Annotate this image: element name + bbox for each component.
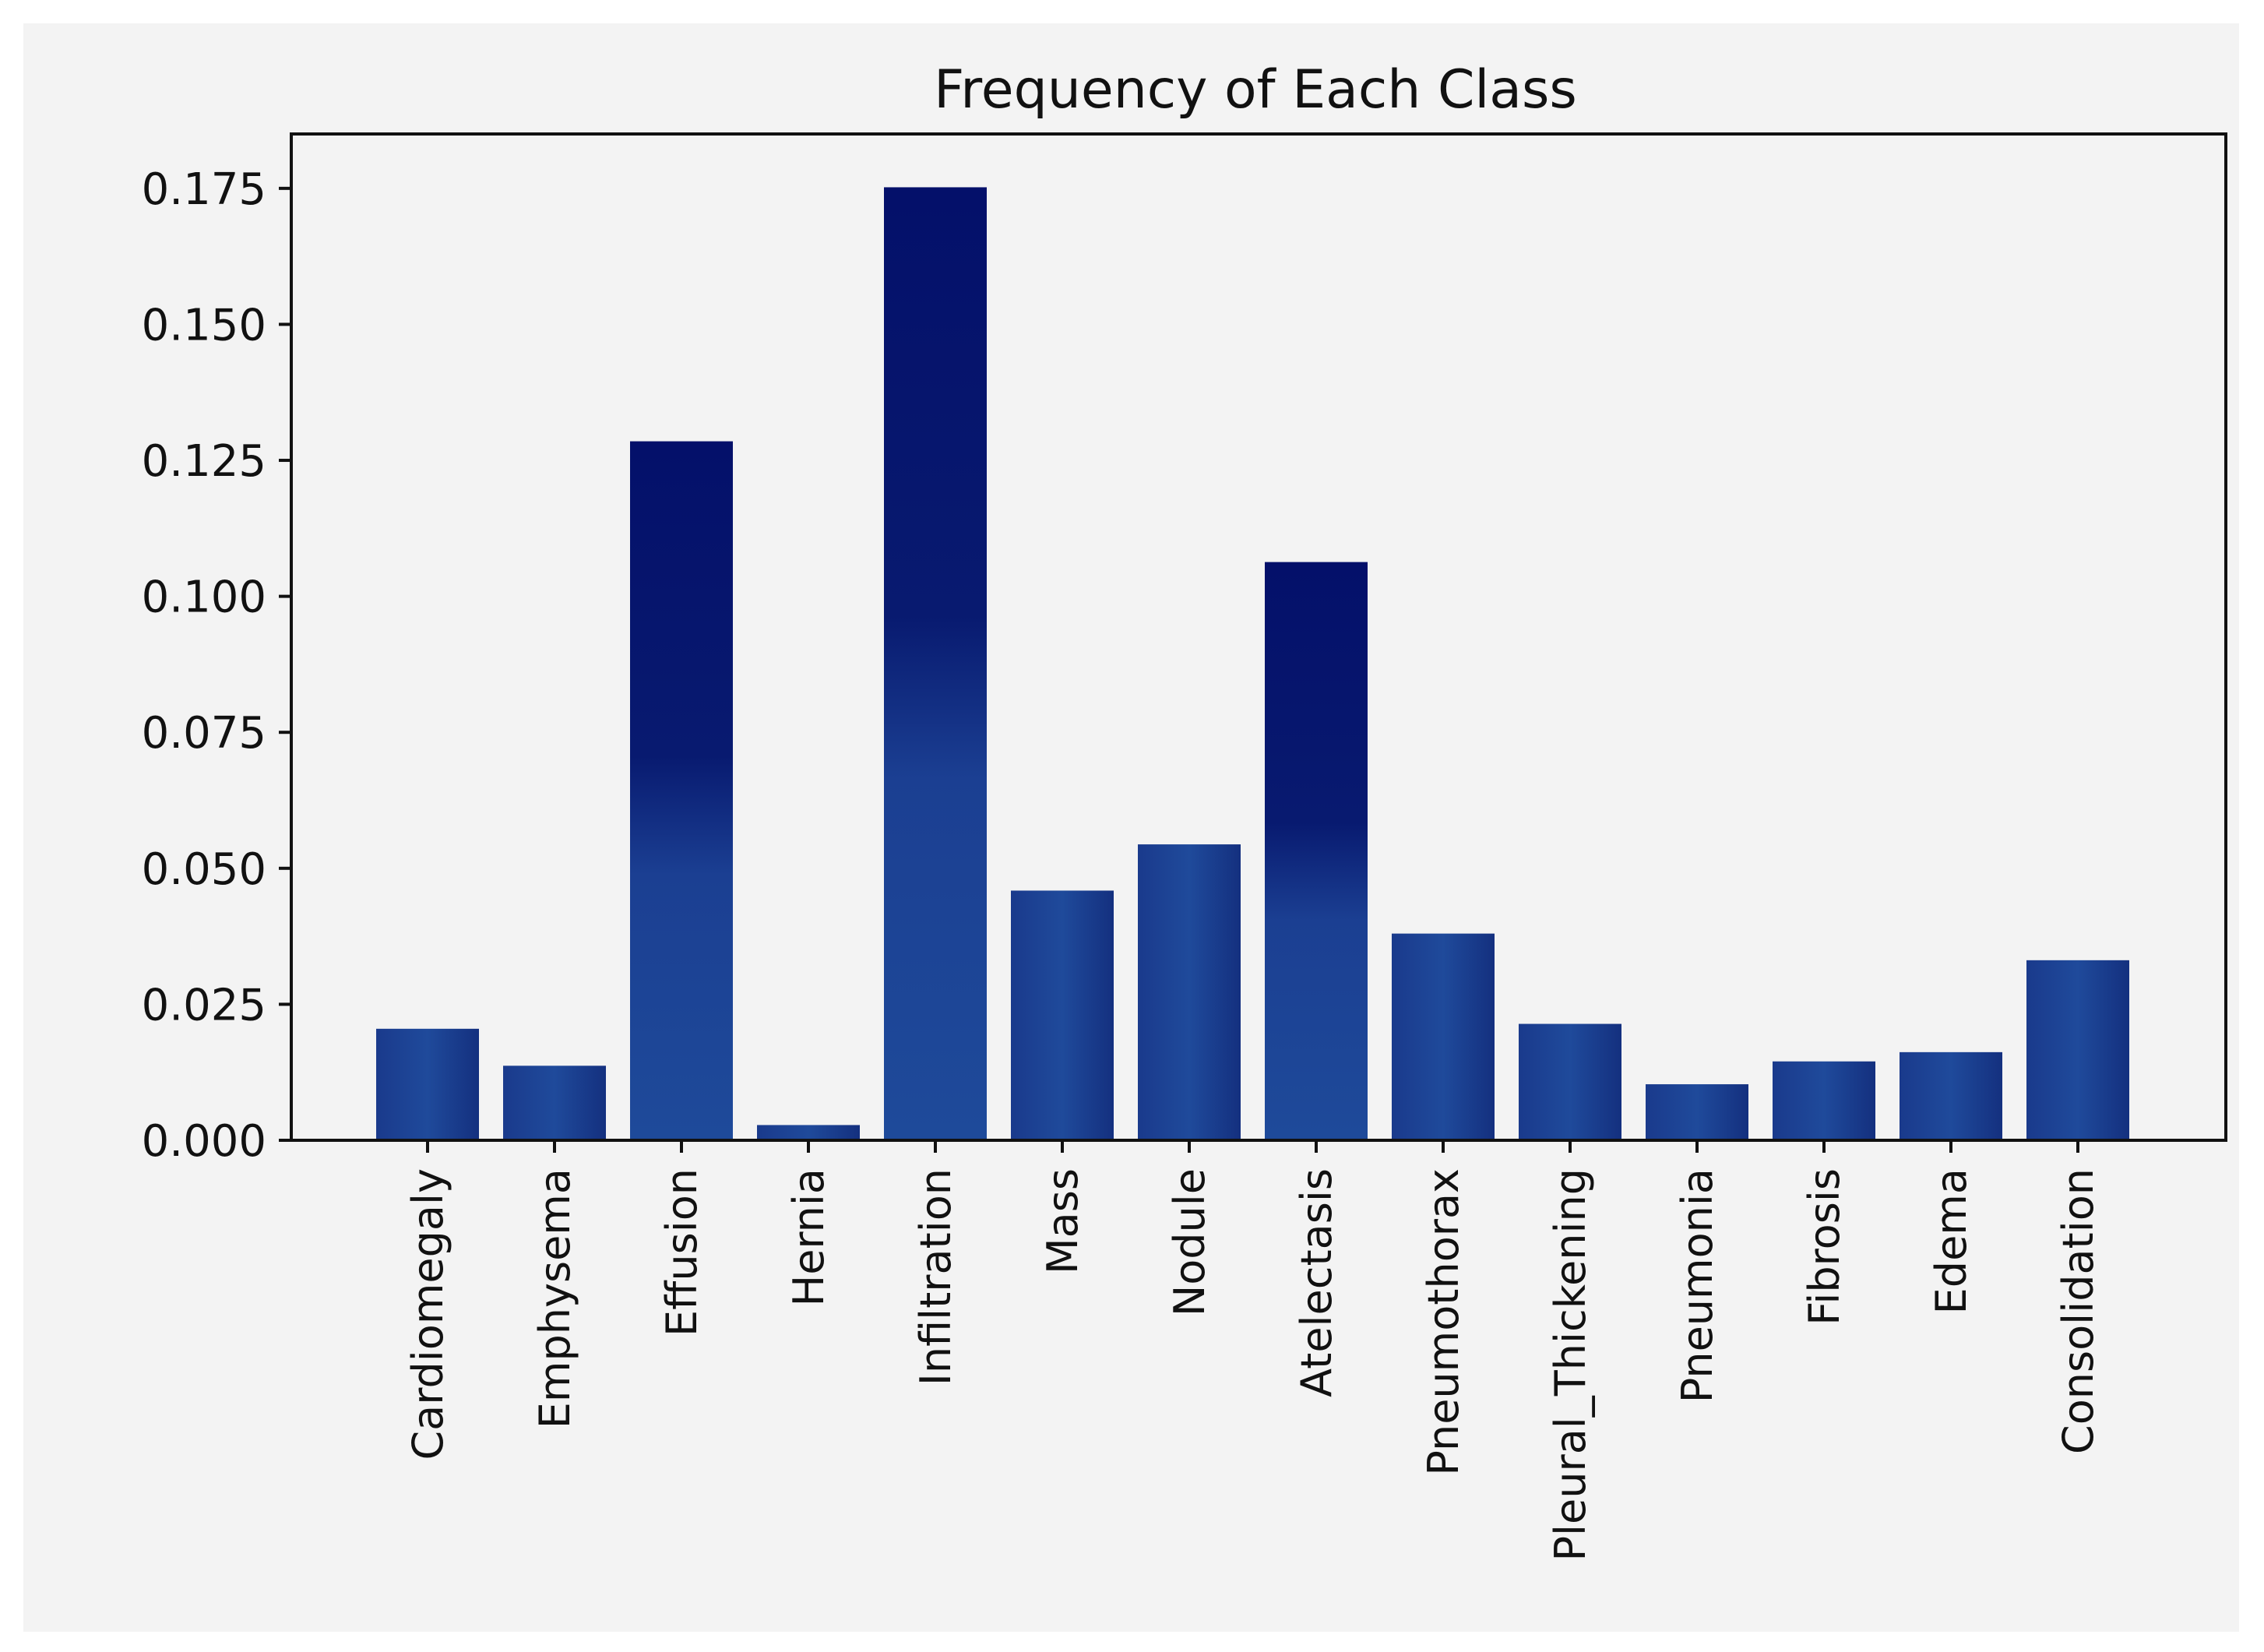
x-tick-label-effusion: Effusion <box>657 1168 706 1337</box>
y-axis: 0.000 0.025 0.050 0.075 0.100 0.125 0.150 0.175 <box>142 164 291 1167</box>
bar-infiltration <box>884 187 987 1141</box>
x-tick-label-pneumonia: Pneumonia <box>1673 1168 1722 1403</box>
y-tick-label-0: 0.000 <box>142 1116 266 1167</box>
x-tick-label-fibrosis: Fibrosis <box>1800 1168 1849 1326</box>
y-tick-label-2: 0.050 <box>142 844 266 895</box>
x-tick-label-emphysema: Emphysema <box>530 1168 579 1428</box>
x-tick-label-hernia: Hernia <box>784 1168 833 1306</box>
x-tick-label-atelectasis: Atelectasis <box>1292 1168 1341 1397</box>
x-tick-label-consolidation: Consolidation <box>2054 1168 2103 1454</box>
x-tick-label-cardiomegaly: Cardiomegaly <box>403 1168 452 1460</box>
plot-frame <box>290 132 2227 1142</box>
bar-consolidation <box>2026 960 2129 1140</box>
bar-edema <box>1900 1051 2002 1140</box>
y-tick-label-6: 0.150 <box>142 300 266 350</box>
bar-pneumothorax <box>1392 933 1495 1140</box>
bar-atelectasis <box>1265 562 1368 1140</box>
y-tick-label-1: 0.025 <box>142 980 266 1030</box>
bar-effusion <box>630 441 733 1140</box>
figure-background <box>23 23 2239 1632</box>
y-tick-label-3: 0.075 <box>142 708 266 759</box>
x-tick-label-pneumothorax: Pneumothorax <box>1419 1168 1468 1476</box>
bar-pneumonia <box>1646 1084 1748 1140</box>
y-tick-label-4: 0.100 <box>142 572 266 623</box>
y-tick-label-7: 0.175 <box>142 164 266 215</box>
bars <box>376 187 2129 1141</box>
x-axis: Cardiomegaly Emphysema Effusion Hernia Infil… <box>403 1140 2103 1562</box>
bar-emphysema <box>503 1066 606 1140</box>
x-tick-label-edema: Edema <box>1927 1168 1976 1314</box>
x-tick-label-nodule: Nodule <box>1165 1168 1214 1316</box>
chart-title: Frequency of Each Class <box>934 59 1577 121</box>
bar-hernia <box>757 1125 860 1140</box>
x-tick-label-mass: Mass <box>1038 1168 1087 1274</box>
bar-mass <box>1011 890 1114 1140</box>
bar-nodule <box>1138 844 1241 1140</box>
bar-pleural-thickening <box>1519 1023 1621 1140</box>
x-tick-label-pleural-thickening: Pleural_Thickening <box>1546 1168 1595 1562</box>
x-tick-label-infiltration: Infiltration <box>911 1168 960 1386</box>
y-tick-label-5: 0.125 <box>142 436 266 487</box>
bar-fibrosis <box>1773 1061 1875 1140</box>
bar-cardiomegaly <box>376 1028 479 1140</box>
